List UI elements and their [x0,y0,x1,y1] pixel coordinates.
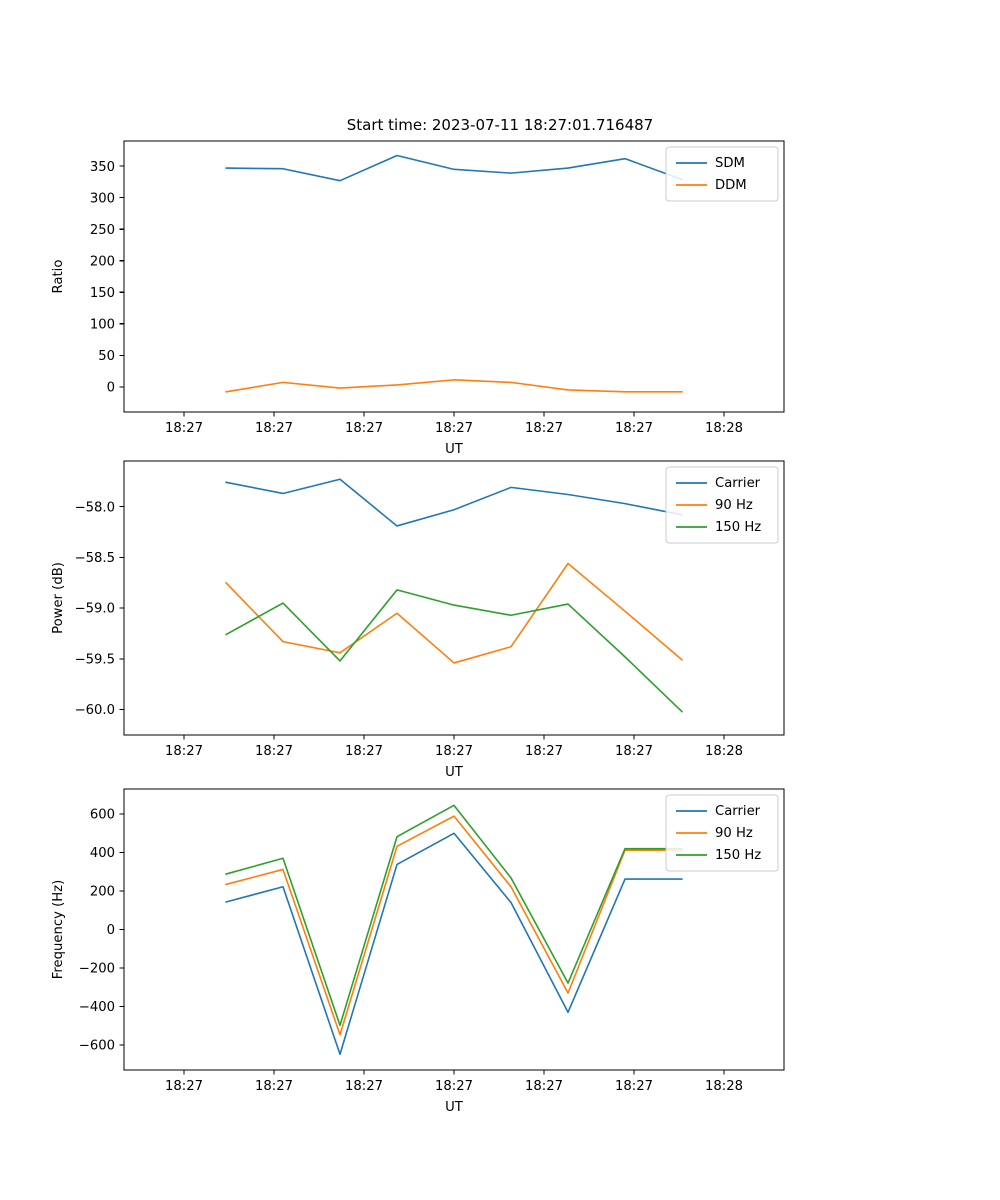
y-tick-label: 150 [90,286,115,301]
figure-title: Start time: 2023-07-11 18:27:01.716487 [346,116,654,134]
x-tick-label: 18:27 [525,744,563,759]
legend-label: 150 Hz [715,520,761,535]
x-tick-label: 18:27 [615,744,653,759]
data-line-ddm [225,379,683,393]
y-tick-label: 50 [98,349,115,364]
data-line-150-hz [225,804,683,1027]
x-axis-label: UT [445,1100,464,1115]
x-tick-label: 18:28 [705,1079,743,1094]
x-tick-label: 18:28 [705,421,743,436]
data-line-carrier [225,478,683,527]
y-tick-label: −59.0 [75,602,115,617]
y-tick-label: 200 [90,885,115,900]
data-line-carrier [225,832,683,1056]
y-tick-label: −600 [79,1039,115,1054]
x-tick-label: 18:27 [255,1079,293,1094]
legend-label: 90 Hz [715,826,753,841]
y-tick-label: −400 [79,1000,115,1015]
y-tick-label: −58.5 [75,551,115,566]
x-tick-label: 18:27 [615,421,653,436]
x-tick-label: 18:27 [435,744,473,759]
y-axis-label: Ratio [51,260,66,294]
data-line-90-hz [225,815,683,1036]
y-axis-label: Frequency (Hz) [51,880,66,979]
y-tick-label: 100 [90,317,115,332]
x-tick-label: 18:27 [255,421,293,436]
y-tick-label: −60.0 [75,703,115,718]
subplot-frequency: 18:27 18:27 18:27 18:27 18:27 18:27 18:28 −600 −… [51,788,785,1115]
y-tick-label: 250 [90,223,115,238]
subplot-power: 18:27 18:27 18:27 18:27 18:27 18:27 18:28 −60.0… [51,460,785,780]
x-tick-label: 18:27 [345,421,383,436]
data-line-sdm [225,154,683,182]
legend-label: DDM [715,178,747,193]
x-tick-label: 18:27 [165,1079,203,1094]
legend-label: Carrier [715,804,761,819]
data-line-90-hz [225,562,683,664]
x-tick-label: 18:27 [435,421,473,436]
legend: SDM DDM [665,146,779,202]
legend-box [665,146,779,202]
subplot-ratio: 18:27 18:27 18:27 18:27 18:27 18:27 18:28 0 50 10… [51,140,785,457]
y-tick-label: 200 [90,254,115,269]
x-tick-label: 18:27 [525,1079,563,1094]
x-tick-label: 18:27 [345,1079,383,1094]
x-axis-label: UT [445,442,464,457]
y-tick-label: 350 [90,160,115,175]
y-tick-label: 0 [107,380,115,395]
legend: Carrier 90 Hz 150 Hz [665,466,779,544]
x-tick-label: 18:27 [435,1079,473,1094]
y-tick-label: 600 [90,808,115,823]
x-tick-label: 18:27 [165,744,203,759]
y-tick-label: −58.0 [75,500,115,515]
legend-label: Carrier [715,476,761,491]
x-tick-label: 18:27 [255,744,293,759]
legend-label: 90 Hz [715,498,753,513]
legend-box [665,466,779,544]
x-tick-label: 18:28 [705,744,743,759]
y-tick-label: −200 [79,962,115,977]
x-tick-label: 18:27 [615,1079,653,1094]
y-axis-label: Power (dB) [51,562,66,634]
legend-box [665,794,779,872]
legend-label: SDM [715,156,745,171]
legend: Carrier 90 Hz 150 Hz [665,794,779,872]
y-tick-label: 400 [90,846,115,861]
x-tick-label: 18:27 [525,421,563,436]
x-axis-label: UT [445,765,464,780]
y-tick-label: 300 [90,191,115,206]
data-line-150-hz [225,589,683,713]
x-tick-label: 18:27 [345,744,383,759]
y-tick-label: −59.5 [75,652,115,667]
y-tick-label: 0 [107,923,115,938]
legend-label: 150 Hz [715,848,761,863]
x-tick-label: 18:27 [165,421,203,436]
